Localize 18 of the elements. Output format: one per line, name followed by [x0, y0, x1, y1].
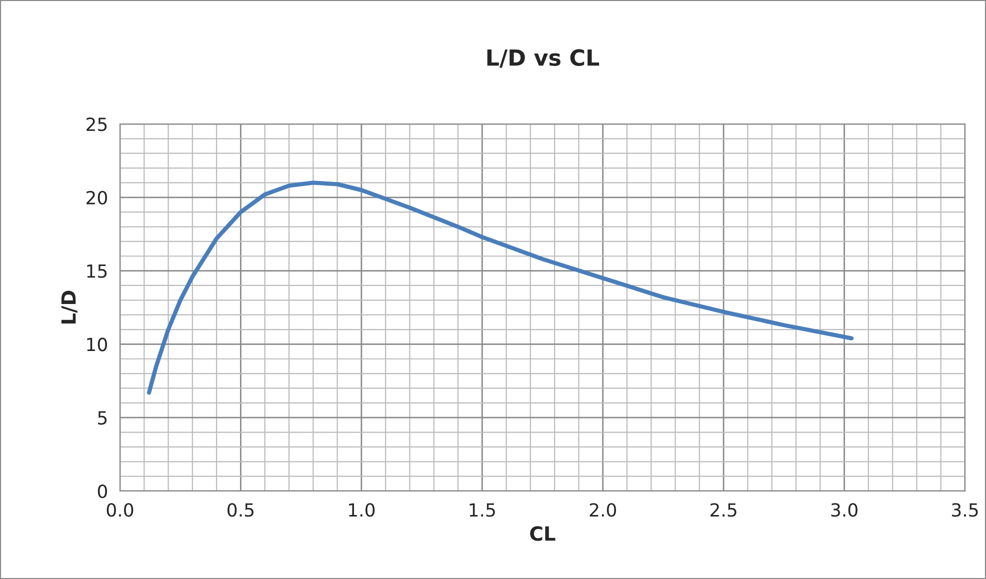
x-tick-label: 2.5 — [710, 503, 736, 517]
y-tick-label: 10 — [87, 338, 107, 352]
x-tick-label: 1.5 — [470, 503, 495, 517]
x-axis-title: CL — [530, 526, 556, 541]
x-tick-label: 1.0 — [349, 503, 375, 517]
x-tick-label: 0.5 — [228, 503, 254, 517]
y-tick-label: 20 — [86, 190, 107, 205]
x-tick-label: 0.0 — [106, 503, 134, 517]
x-tick-label: 3.5 — [952, 503, 978, 517]
x-tick-label: 3.0 — [831, 503, 858, 517]
line-series — [146, 180, 854, 395]
y-tick-label: 0 — [98, 484, 107, 498]
y-tick-label: 5 — [98, 411, 107, 425]
x-tick-label: 2.0 — [590, 503, 616, 517]
y-tick-label: 15 — [87, 264, 107, 278]
chart-title: L/D vs CL — [487, 49, 600, 68]
y-axis-title: L/D — [61, 290, 78, 324]
y-tick-label: 25 — [86, 117, 107, 132]
